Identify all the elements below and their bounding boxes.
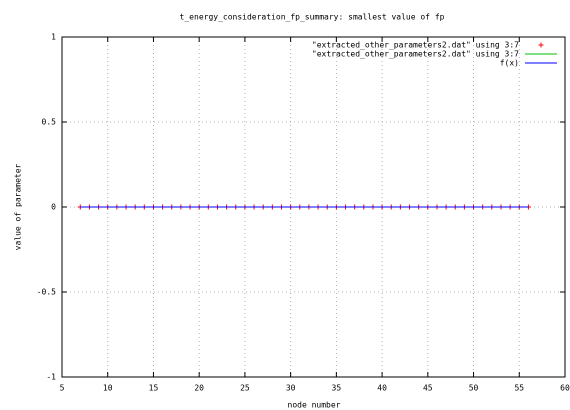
y-axis-label: value of parameter <box>14 163 23 250</box>
y-tick-label: 0 <box>51 203 56 212</box>
x-tick-label: 15 <box>149 384 159 393</box>
y-tick-label: 1 <box>51 33 56 42</box>
x-tick-label: 40 <box>377 384 387 393</box>
x-tick-label: 10 <box>103 384 113 393</box>
legend-label: "extracted_other_parameters2.dat" using … <box>312 41 519 50</box>
x-tick-label: 20 <box>194 384 204 393</box>
x-tick-label: 55 <box>514 384 524 393</box>
y-tick-label: 0.5 <box>42 118 57 127</box>
plot-frame <box>61 36 566 378</box>
legend-swatch <box>538 42 544 48</box>
x-axis-label: node number <box>288 401 341 410</box>
x-tick-label: 5 <box>60 384 65 393</box>
x-tick-label: 30 <box>286 384 296 393</box>
y-tick-label: -1 <box>46 373 56 382</box>
x-tick-label: 35 <box>332 384 342 393</box>
y-tick-label: -0.5 <box>37 288 56 297</box>
chart-title: t_energy_consideration_fp_summary: small… <box>180 13 445 22</box>
x-tick-label: 25 <box>240 384 250 393</box>
legend-label: f(x) <box>500 59 519 68</box>
x-tick-label: 60 <box>560 384 570 393</box>
legend-label: "extracted_other_parameters2.dat" using … <box>312 50 519 59</box>
x-tick-label: 50 <box>469 384 479 393</box>
x-tick-label: 45 <box>423 384 433 393</box>
